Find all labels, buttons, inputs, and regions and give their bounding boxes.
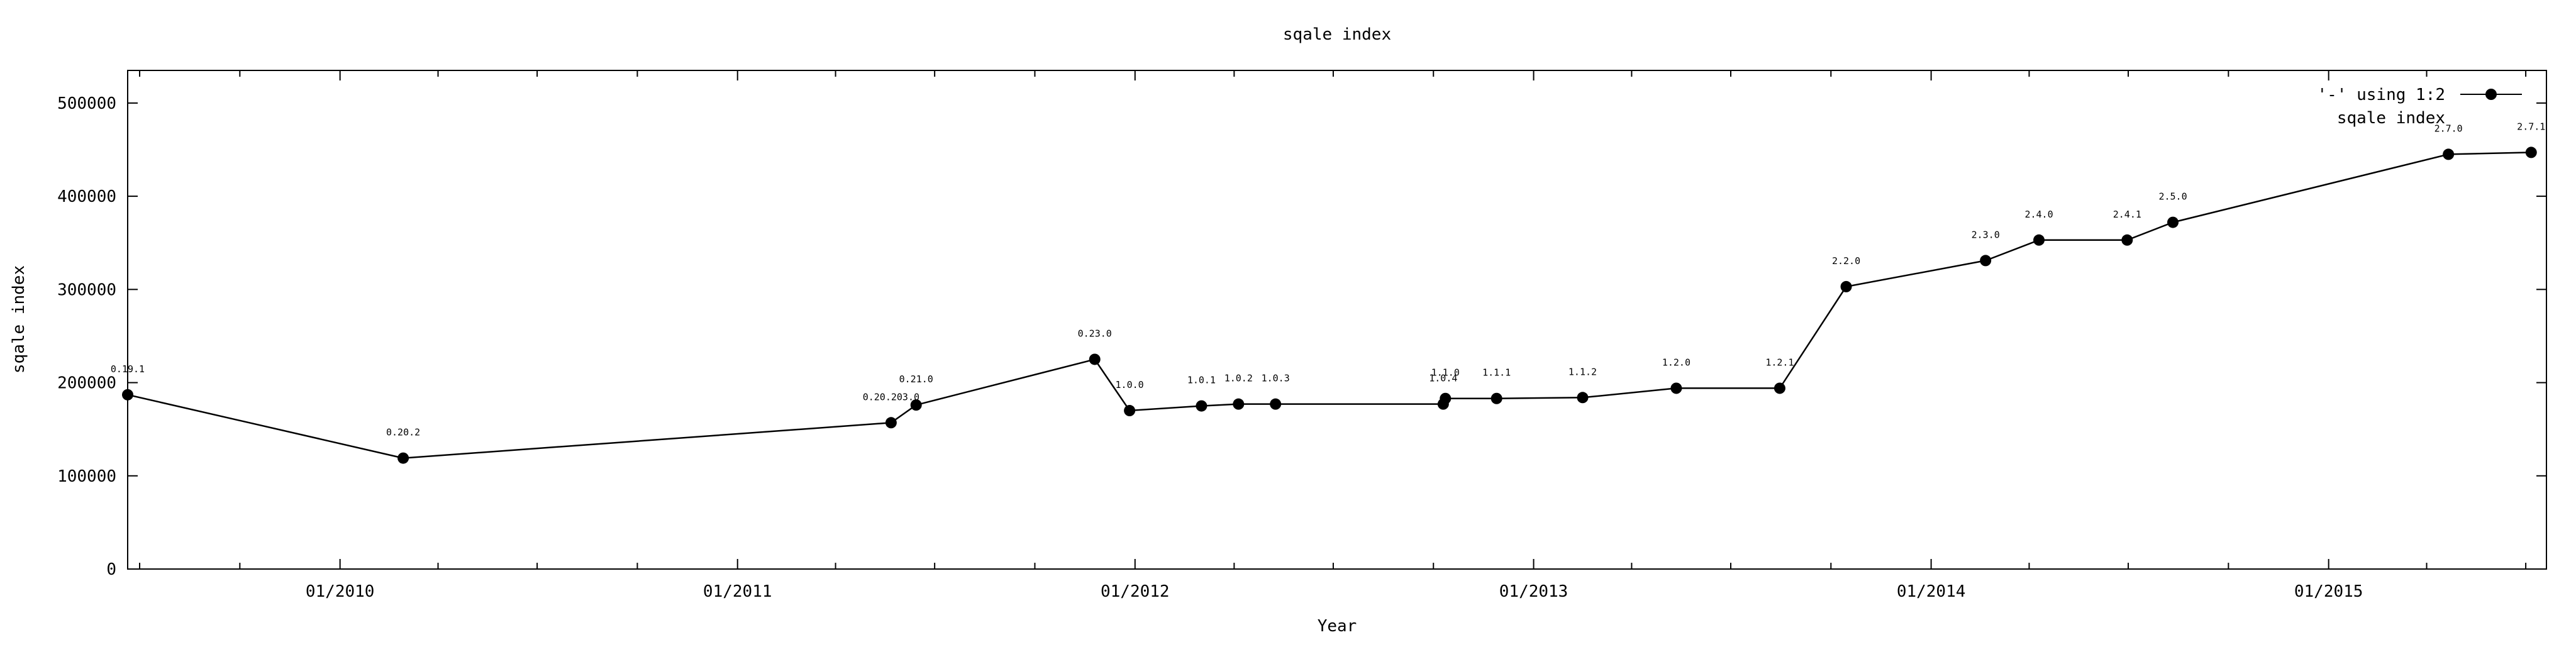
data-point	[1670, 382, 1682, 394]
x-axis: 01/2010 01/2011 01/2012 01/2013 01/2014 01/20…	[139, 70, 2527, 601]
data-point-label: 1.0.2	[1224, 373, 1253, 384]
chart-title: sqale index	[1283, 25, 1391, 44]
series-layer: 0.19.1 0.20.2 0.20.203.0 0.21.0 0.23.0 1.0.0 1…	[111, 121, 2545, 464]
series-line	[127, 152, 2531, 459]
data-point	[2121, 234, 2133, 246]
data-point-label: 2.3.0	[1972, 229, 2000, 240]
data-point	[1774, 382, 1785, 394]
plot-frame	[127, 70, 2547, 570]
data-point-label: 1.0.3	[1262, 373, 1290, 384]
y-tick-label: 500000	[57, 94, 116, 113]
data-point-label: 0.23.0	[1078, 328, 1112, 339]
legend-marker	[2485, 89, 2497, 100]
data-point-label: 2.7.1	[2517, 121, 2545, 132]
data-point	[1840, 280, 1852, 292]
legend-entry-label: '-' using 1:2	[2318, 86, 2446, 104]
x-tick-label: 01/2013	[1499, 582, 1568, 601]
y-tick-label: 200000	[57, 374, 116, 393]
x-axis-label: Year	[1318, 617, 1357, 636]
data-point-label: 1.1.1	[1482, 367, 1511, 379]
data-point-label: 1.0.1	[1187, 375, 1216, 386]
data-point	[1577, 392, 1589, 404]
x-tick-label: 01/2015	[2294, 582, 2363, 601]
data-point-label: 2.4.0	[2024, 209, 2053, 220]
x-tick-label: 01/2014	[1897, 582, 1966, 601]
data-point-label: 0.20.203.0	[863, 391, 919, 402]
data-point	[1491, 392, 1502, 404]
data-point	[122, 389, 133, 401]
data-point	[1980, 255, 1992, 267]
data-point-label: 1.2.1	[1765, 357, 1794, 368]
legend: '-' using 1:2 sqale index	[2318, 86, 2522, 128]
data-point-label: 2.4.1	[2113, 209, 2141, 220]
data-point	[1124, 405, 1136, 417]
data-point	[1270, 398, 1282, 410]
data-point-label: 1.1.0	[1431, 367, 1460, 379]
data-point	[885, 417, 897, 429]
x-tick-label: 01/2011	[703, 582, 772, 601]
x-tick-label: 01/2012	[1101, 582, 1170, 601]
data-point-label: 1.2.0	[1662, 357, 1690, 368]
data-point-label: 0.19.1	[111, 363, 145, 375]
data-point	[2033, 234, 2045, 246]
data-point-label: 2.5.0	[2158, 191, 2187, 202]
data-point	[2443, 148, 2455, 160]
data-point-label: 1.0.4	[1429, 373, 1457, 384]
data-point-label: 1.0.0	[1116, 379, 1144, 390]
data-point	[1233, 398, 1245, 410]
data-point	[2167, 216, 2179, 228]
data-point-label: 0.20.2	[386, 427, 420, 438]
x-tick-label: 01/2010	[306, 582, 375, 601]
data-point	[1440, 392, 1452, 404]
y-axis: 0 100000 200000 300000 400000 500000	[57, 94, 2546, 579]
data-point	[397, 452, 409, 464]
y-tick-label: 300000	[57, 280, 116, 299]
data-point	[1089, 353, 1101, 365]
y-axis-label: sqale index	[9, 265, 28, 373]
y-tick-label: 400000	[57, 187, 116, 206]
data-point	[910, 399, 922, 411]
data-point-label: 2.2.0	[1832, 255, 1860, 267]
y-tick-label: 0	[106, 560, 116, 579]
legend-entry-label: sqale index	[2337, 109, 2445, 128]
data-point	[2525, 147, 2537, 158]
y-tick-label: 100000	[57, 467, 116, 486]
data-point	[1196, 400, 1208, 412]
data-point-label: 0.21.0	[899, 373, 933, 385]
data-point-label: 2.7.0	[2434, 123, 2463, 134]
data-point-label: 1.1.2	[1568, 366, 1597, 377]
